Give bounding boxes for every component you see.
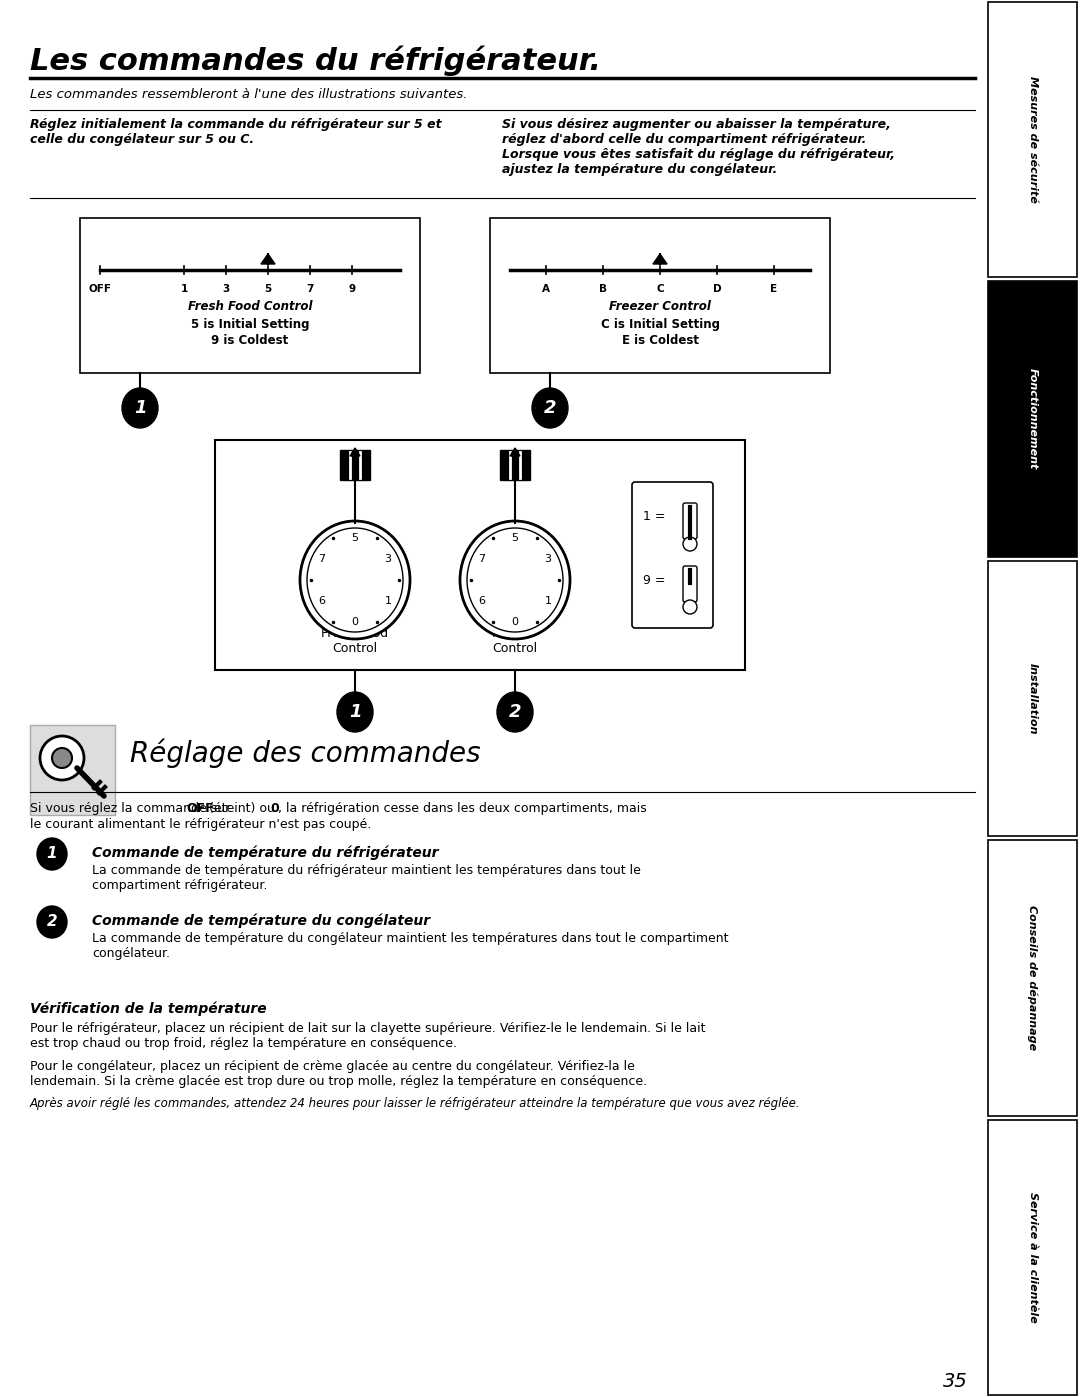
- Polygon shape: [510, 448, 519, 455]
- Text: 9: 9: [349, 284, 355, 293]
- Text: La commande de température du congélateur maintient les températures dans tout l: La commande de température du congélateu…: [92, 932, 729, 960]
- Text: 6: 6: [478, 597, 486, 606]
- Text: La commande de température du réfrigérateur maintient les températures dans tout: La commande de température du réfrigérat…: [92, 863, 640, 893]
- Text: Fonctionnement: Fonctionnement: [1027, 369, 1038, 469]
- Ellipse shape: [300, 521, 410, 638]
- Text: 1: 1: [46, 847, 57, 862]
- Text: 35: 35: [943, 1372, 968, 1391]
- Text: Conseils de dépannage: Conseils de dépannage: [1027, 905, 1038, 1051]
- Text: D: D: [713, 284, 721, 293]
- Text: Les commandes ressembleront à l'une des illustrations suivantes.: Les commandes ressembleront à l'une des …: [30, 88, 468, 101]
- Text: 1: 1: [180, 284, 188, 293]
- Text: Les commandes du réfrigérateur.: Les commandes du réfrigérateur.: [30, 45, 600, 75]
- Bar: [988, 840, 1077, 1116]
- Bar: [988, 560, 1077, 837]
- Ellipse shape: [460, 521, 570, 638]
- Text: 5: 5: [512, 534, 518, 543]
- Text: 2: 2: [543, 400, 556, 416]
- Ellipse shape: [532, 388, 568, 427]
- FancyBboxPatch shape: [632, 482, 713, 629]
- Text: 7: 7: [307, 284, 313, 293]
- Text: 2: 2: [509, 703, 522, 721]
- Text: 7: 7: [319, 555, 326, 564]
- Text: 9 =: 9 =: [643, 574, 665, 587]
- Polygon shape: [350, 448, 360, 455]
- Ellipse shape: [467, 528, 563, 631]
- Text: 1: 1: [544, 597, 552, 606]
- Text: , la réfrigération cesse dans les deux compartiments, mais: , la réfrigération cesse dans les deux c…: [278, 802, 647, 814]
- Text: 1 =: 1 =: [643, 510, 665, 524]
- Text: OFF: OFF: [187, 802, 214, 814]
- Text: Fresh Food
Control: Fresh Food Control: [322, 627, 389, 655]
- Bar: [30, 725, 114, 814]
- Text: 0: 0: [271, 802, 280, 814]
- Text: Réglage des commandes: Réglage des commandes: [130, 738, 481, 767]
- Circle shape: [40, 736, 84, 780]
- Bar: [988, 1, 1077, 278]
- Bar: [215, 440, 745, 671]
- Text: Pour le congélateur, placez un récipient de crème glacée au centre du congélateu: Pour le congélateur, placez un récipient…: [30, 1060, 647, 1088]
- Text: Si vous désirez augmenter ou abaisser la température,
réglez d'abord celle du co: Si vous désirez augmenter ou abaisser la…: [502, 117, 895, 176]
- Bar: [80, 218, 420, 373]
- Ellipse shape: [497, 692, 534, 732]
- Text: Si vous réglez la commande sur: Si vous réglez la commande sur: [30, 802, 234, 814]
- Text: 3: 3: [384, 555, 391, 564]
- Text: 3: 3: [544, 555, 552, 564]
- Text: E is Coldest: E is Coldest: [621, 334, 699, 346]
- Text: Service à la clientèle: Service à la clientèle: [1027, 1192, 1038, 1323]
- Text: Commande de température du congélateur: Commande de température du congélateur: [92, 914, 430, 929]
- FancyBboxPatch shape: [683, 566, 697, 602]
- Text: A: A: [542, 284, 550, 293]
- Text: Installation: Installation: [1027, 662, 1038, 735]
- Text: OFF: OFF: [89, 284, 111, 293]
- Bar: [490, 218, 831, 373]
- Text: le courant alimentant le réfrigérateur n'est pas coupé.: le courant alimentant le réfrigérateur n…: [30, 819, 372, 831]
- Text: 5 is Initial Setting: 5 is Initial Setting: [191, 319, 309, 331]
- Text: Fresh Food Control: Fresh Food Control: [188, 300, 312, 313]
- Text: Réglez initialement la commande du réfrigérateur sur 5 et
celle du congélateur s: Réglez initialement la commande du réfri…: [30, 117, 442, 147]
- Text: 1: 1: [349, 703, 361, 721]
- Text: Freezer Control: Freezer Control: [609, 300, 711, 313]
- Text: Pour le réfrigérateur, placez un récipient de lait sur la clayette supérieure. V: Pour le réfrigérateur, placez un récipie…: [30, 1023, 705, 1051]
- Circle shape: [683, 599, 697, 615]
- FancyBboxPatch shape: [683, 503, 697, 539]
- Text: (éteint) ou: (éteint) ou: [205, 802, 279, 814]
- Text: 1: 1: [384, 597, 391, 606]
- Text: 0: 0: [351, 617, 359, 627]
- Text: Après avoir réglé les commandes, attendez 24 heures pour laisser le réfrigérateu: Après avoir réglé les commandes, attende…: [30, 1097, 800, 1111]
- Text: B: B: [599, 284, 607, 293]
- Text: C is Initial Setting: C is Initial Setting: [600, 319, 719, 331]
- Text: 9 is Coldest: 9 is Coldest: [212, 334, 288, 346]
- Ellipse shape: [307, 528, 403, 631]
- Circle shape: [683, 536, 697, 550]
- Bar: [988, 1119, 1077, 1396]
- Bar: [988, 281, 1077, 557]
- Ellipse shape: [37, 907, 67, 937]
- Text: 6: 6: [319, 597, 325, 606]
- Text: Commande de température du réfrigérateur: Commande de température du réfrigérateur: [92, 847, 438, 861]
- Text: 0: 0: [512, 617, 518, 627]
- Bar: [340, 450, 370, 481]
- Text: C: C: [657, 284, 664, 293]
- Circle shape: [52, 747, 72, 768]
- Text: Freezer
Control: Freezer Control: [492, 627, 538, 655]
- Bar: [500, 450, 530, 481]
- Ellipse shape: [122, 388, 158, 427]
- Text: 2: 2: [46, 915, 57, 929]
- Ellipse shape: [37, 838, 67, 870]
- Text: 7: 7: [478, 555, 486, 564]
- Text: Mesures de sécurité: Mesures de sécurité: [1027, 77, 1038, 203]
- Text: E: E: [770, 284, 778, 293]
- Text: 1: 1: [134, 400, 146, 416]
- Ellipse shape: [337, 692, 373, 732]
- Polygon shape: [261, 254, 275, 264]
- Polygon shape: [653, 254, 667, 264]
- Text: 3: 3: [222, 284, 230, 293]
- Text: Vérification de la température: Vérification de la température: [30, 1002, 267, 1017]
- Text: 5: 5: [351, 534, 359, 543]
- Text: 5: 5: [265, 284, 272, 293]
